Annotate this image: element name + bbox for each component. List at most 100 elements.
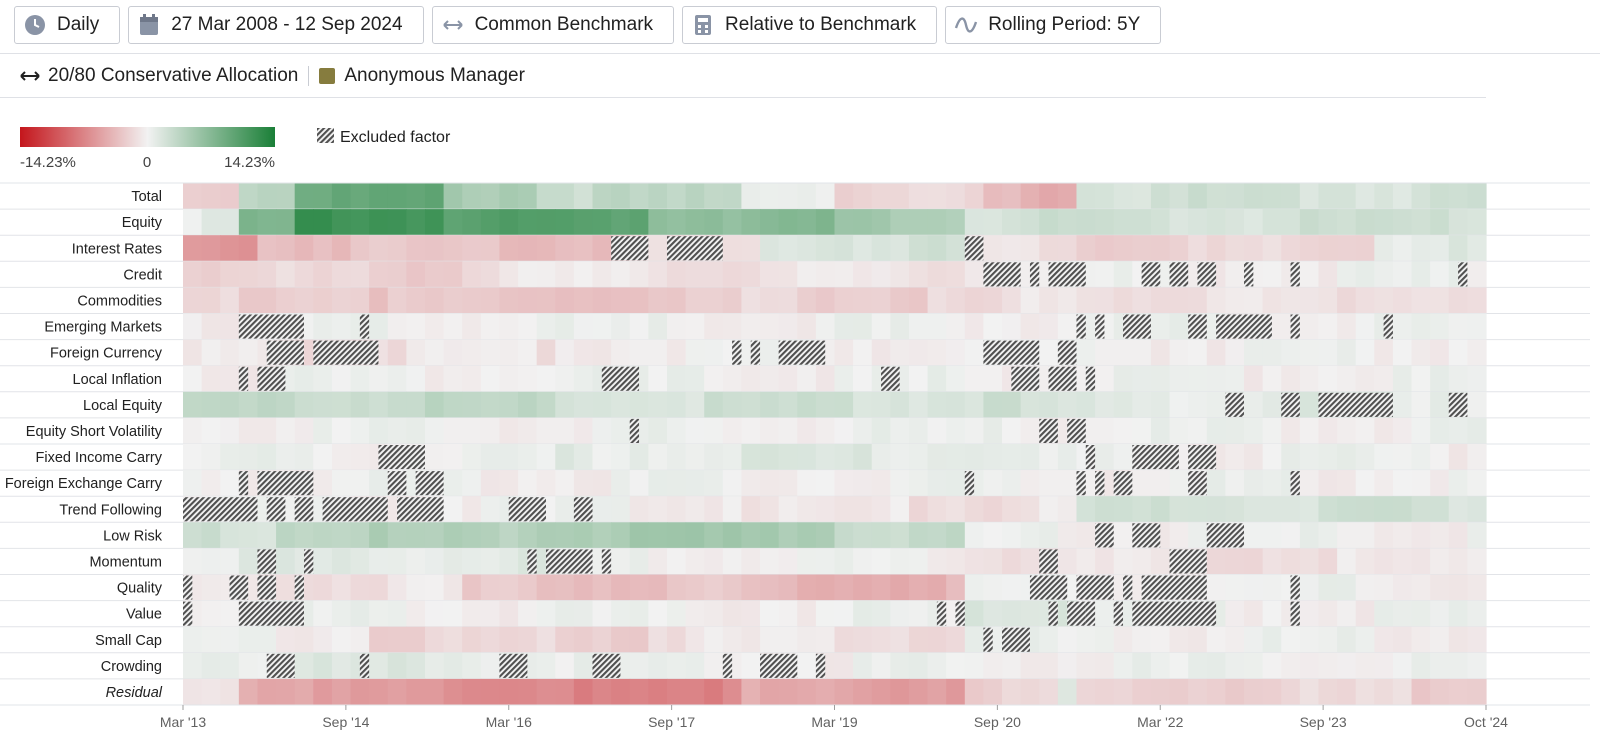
heatmap-cell xyxy=(518,339,538,366)
heatmap-cell xyxy=(1188,678,1208,705)
heatmap-cell xyxy=(1448,444,1468,471)
heatmap-cell xyxy=(1169,391,1189,418)
heatmap-cell xyxy=(611,678,631,705)
heatmap-cell xyxy=(1150,287,1171,314)
row-label: Total xyxy=(131,189,162,205)
heatmap-cell xyxy=(480,235,501,262)
heatmap-cell xyxy=(294,287,314,314)
heatmap-cell xyxy=(834,522,854,549)
heatmap-cell xyxy=(1188,417,1208,444)
heatmap-cell xyxy=(1244,391,1264,418)
heatmap-cell xyxy=(1020,548,1040,575)
heatmap-cell xyxy=(257,444,277,471)
heatmap-cell xyxy=(1262,678,1282,705)
heatmap-cell xyxy=(1113,496,1133,523)
heatmap-cell xyxy=(815,365,836,392)
heatmap-cell xyxy=(1039,496,1059,523)
heatmap-cell xyxy=(220,417,240,444)
heatmap-cell xyxy=(778,626,798,653)
heatmap-cell xyxy=(1057,444,1078,471)
heatmap-cell xyxy=(1355,600,1375,627)
heatmap-cell xyxy=(573,626,594,653)
heatmap-cell xyxy=(741,235,761,262)
heatmap-cell xyxy=(778,209,798,236)
heatmap-cell xyxy=(1355,626,1375,653)
heatmap-cell xyxy=(1374,287,1394,314)
heatmap-cell xyxy=(946,574,966,601)
heatmap-cell xyxy=(350,522,370,549)
heatmap-cell xyxy=(424,287,445,314)
heatmap-cell xyxy=(592,339,612,366)
heatmap-cell xyxy=(778,574,798,601)
heatmap-cell xyxy=(1244,339,1264,366)
excluded-cell xyxy=(881,366,900,391)
rolling-period-button[interactable]: Rolling Period: 5Y xyxy=(945,6,1162,44)
heatmap-row: Local Equity xyxy=(0,391,1590,419)
excluded-cell xyxy=(573,497,593,522)
rolling-period-label: Rolling Period: 5Y xyxy=(988,14,1141,35)
excluded-cell xyxy=(1123,575,1133,600)
excluded-cell xyxy=(266,497,286,522)
heatmap-cell xyxy=(257,287,277,314)
heatmap-cell xyxy=(1057,287,1078,314)
heatmap-cell xyxy=(871,600,891,627)
heatmap-cell xyxy=(1095,417,1115,444)
heatmap-cell xyxy=(890,600,910,627)
heatmap-cell xyxy=(443,365,463,392)
heatmap-cell xyxy=(1188,522,1208,549)
heatmap-cell xyxy=(1150,365,1171,392)
excluded-cell xyxy=(1225,392,1245,417)
benchmark-button[interactable]: Common Benchmark xyxy=(431,6,675,44)
heatmap-cell xyxy=(1039,391,1059,418)
heatmap-cell xyxy=(1002,391,1022,418)
heatmap-cell xyxy=(1132,339,1152,366)
heatmap-cell xyxy=(1448,652,1468,679)
date-range-button[interactable]: 27 Mar 2008 - 12 Sep 2024 xyxy=(128,6,424,44)
heatmap-cell xyxy=(1076,339,1096,366)
heatmap-cell xyxy=(815,496,836,523)
heatmap-cell xyxy=(1337,235,1357,262)
heatmap-cell xyxy=(1206,365,1226,392)
heatmap-cell xyxy=(220,470,240,497)
heatmap-cell xyxy=(462,287,482,314)
x-tick-label: Sep '23 xyxy=(1300,714,1347,730)
heatmap-cell xyxy=(964,417,985,444)
heatmap-cell xyxy=(853,444,873,471)
heatmap-cell xyxy=(1392,391,1413,418)
manager-name[interactable]: Anonymous Manager xyxy=(344,65,525,86)
heatmap-cell xyxy=(1225,183,1245,210)
heatmap-cell xyxy=(573,261,594,288)
heatmap-cell xyxy=(908,626,929,653)
heatmap-cell xyxy=(387,235,407,262)
excluded-cell xyxy=(666,236,723,261)
comparison-mode-button[interactable]: Relative to Benchmark xyxy=(682,6,938,44)
heatmap-cell xyxy=(666,209,687,236)
heatmap-cell xyxy=(573,678,594,705)
heatmap-cell xyxy=(1020,417,1040,444)
heatmap-cell xyxy=(1355,339,1375,366)
heatmap-cell xyxy=(201,678,221,705)
heatmap-cell xyxy=(927,496,947,523)
heatmap-cell xyxy=(983,235,1003,262)
heatmap-cell xyxy=(834,391,854,418)
portfolio-name[interactable]: 20/80 Conservative Allocation xyxy=(48,65,299,86)
heatmap-cell xyxy=(1020,522,1040,549)
legend-min-label: -14.23% xyxy=(20,154,76,171)
heatmap-row: Crowding xyxy=(0,652,1590,680)
heatmap-cell xyxy=(424,391,445,418)
heatmap-cell xyxy=(1132,548,1152,575)
heatmap-cell xyxy=(946,261,966,288)
heatmap-cell xyxy=(238,417,259,444)
heatmap-cell xyxy=(1392,339,1413,366)
heatmap-cell xyxy=(741,287,761,314)
heatmap-cell xyxy=(1411,496,1431,523)
heatmap-cell xyxy=(629,652,649,679)
frequency-button[interactable]: Daily xyxy=(14,6,121,44)
heatmap-cell xyxy=(908,548,929,575)
heatmap-cell xyxy=(1299,183,1320,210)
heatmap-cell xyxy=(871,261,891,288)
heatmap-cell xyxy=(313,365,333,392)
heatmap-cell xyxy=(1262,287,1282,314)
heatmap-cell xyxy=(350,626,370,653)
heatmap-cell xyxy=(1337,600,1357,627)
